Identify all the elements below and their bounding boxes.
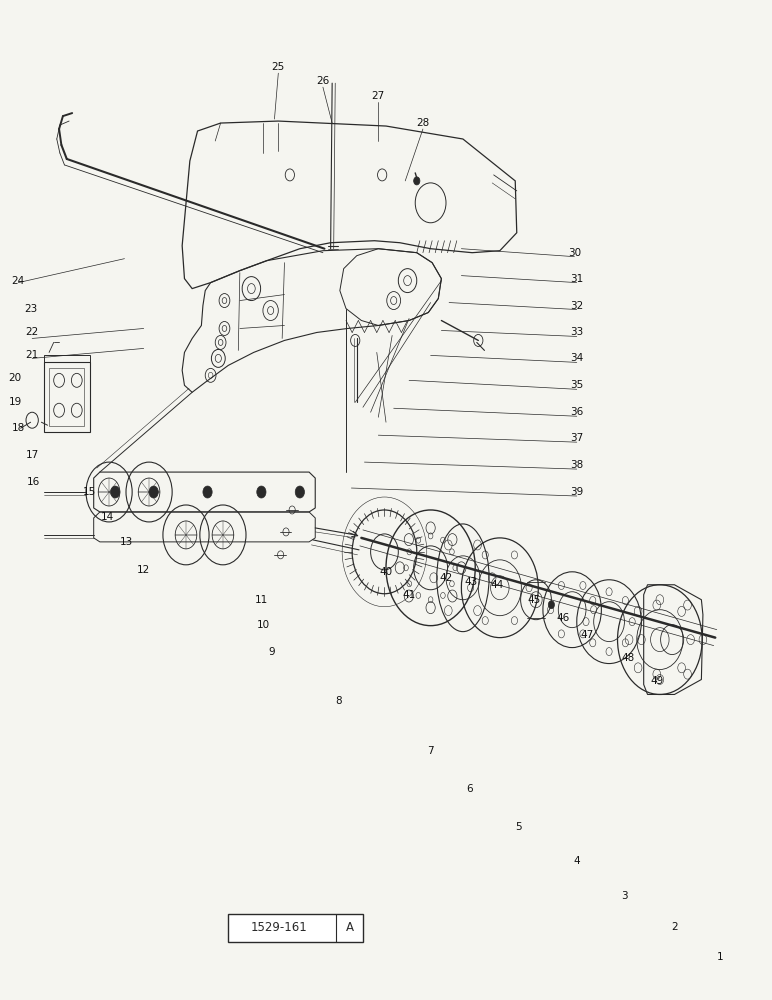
Text: 25: 25 <box>272 62 285 72</box>
Circle shape <box>149 486 158 498</box>
Text: 2: 2 <box>671 922 678 932</box>
Text: 28: 28 <box>416 118 429 128</box>
Text: 40: 40 <box>379 567 393 577</box>
Text: 6: 6 <box>466 784 472 794</box>
Text: 4: 4 <box>574 856 580 866</box>
Text: 9: 9 <box>269 647 276 657</box>
Text: 44: 44 <box>491 580 504 590</box>
Text: 41: 41 <box>402 590 415 600</box>
Text: 1: 1 <box>717 952 724 962</box>
Text: 31: 31 <box>571 274 584 284</box>
Text: 27: 27 <box>371 91 385 101</box>
Text: 22: 22 <box>25 327 39 337</box>
Text: 10: 10 <box>256 620 269 630</box>
Text: 45: 45 <box>527 595 540 605</box>
Text: 23: 23 <box>24 304 37 314</box>
Text: A: A <box>345 921 354 934</box>
Text: 13: 13 <box>120 537 133 547</box>
Text: 34: 34 <box>571 353 584 363</box>
Text: 19: 19 <box>8 397 22 407</box>
Text: 7: 7 <box>428 746 434 756</box>
Text: 24: 24 <box>12 276 25 286</box>
Text: 47: 47 <box>581 630 594 640</box>
Text: 16: 16 <box>27 477 40 487</box>
Text: 36: 36 <box>571 407 584 417</box>
Text: 3: 3 <box>621 891 628 901</box>
Circle shape <box>203 486 212 498</box>
Circle shape <box>548 601 554 609</box>
Text: 15: 15 <box>83 487 96 497</box>
Circle shape <box>414 177 420 185</box>
Text: 11: 11 <box>255 595 268 605</box>
Text: 43: 43 <box>464 577 477 587</box>
Text: 14: 14 <box>101 512 114 522</box>
Text: 30: 30 <box>568 248 581 258</box>
Circle shape <box>110 486 120 498</box>
Text: 38: 38 <box>571 460 584 470</box>
Text: 49: 49 <box>650 676 663 686</box>
Circle shape <box>295 486 304 498</box>
Text: 21: 21 <box>25 350 39 360</box>
Bar <box>229 914 363 942</box>
Text: 32: 32 <box>571 301 584 311</box>
Text: 20: 20 <box>8 373 22 383</box>
Text: 46: 46 <box>557 613 570 623</box>
Text: 42: 42 <box>439 573 452 583</box>
Text: 5: 5 <box>515 822 522 832</box>
Text: 48: 48 <box>621 653 635 663</box>
Text: 26: 26 <box>317 76 330 86</box>
Circle shape <box>257 486 266 498</box>
Text: 33: 33 <box>571 327 584 337</box>
Text: 37: 37 <box>571 433 584 443</box>
Text: 1529-161: 1529-161 <box>251 921 308 934</box>
Text: 35: 35 <box>571 380 584 390</box>
Text: 12: 12 <box>137 565 151 575</box>
Text: 17: 17 <box>25 450 39 460</box>
Text: 18: 18 <box>12 423 25 433</box>
Text: 39: 39 <box>571 487 584 497</box>
Text: 8: 8 <box>335 696 342 706</box>
